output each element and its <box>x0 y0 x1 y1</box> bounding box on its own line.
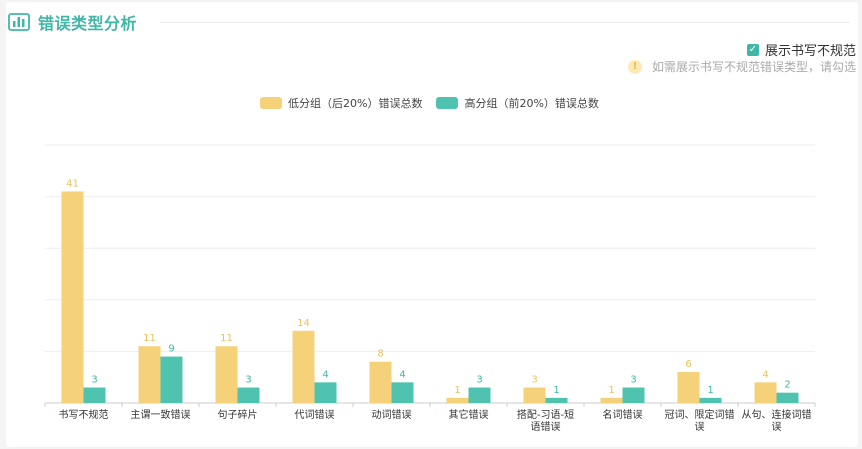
x-tick-label: 书写不规范 <box>59 408 109 421</box>
bar-low-group[interactable] <box>754 382 777 403</box>
data-label: 1 <box>553 385 559 396</box>
bar-low-group[interactable] <box>138 346 161 403</box>
data-label: 3 <box>476 375 482 386</box>
x-tick-label: 其它错误 <box>449 408 489 421</box>
x-tick-label: 代词错误 <box>295 408 335 421</box>
toggle-label: 展示书写不规范 <box>764 44 856 59</box>
data-label: 4 <box>399 369 405 380</box>
bar-low-group[interactable] <box>215 346 238 403</box>
x-tick-label: 动词错误 <box>372 408 412 421</box>
data-label: 4 <box>762 369 768 380</box>
data-label: 1 <box>707 385 713 396</box>
bar-low-group[interactable] <box>61 191 84 403</box>
bar-low-group[interactable] <box>600 397 623 403</box>
x-tick-label: 误 <box>695 421 705 433</box>
checkbox-checked-icon[interactable]: ✓ <box>746 43 759 56</box>
legend-swatch-high <box>436 97 459 109</box>
hint-row: ! 如需展示书写不规范错误类型，请勾选 <box>627 58 856 75</box>
chart-legend: 低分组（后20%）错误总数 高分组（前20%）错误总数 <box>260 95 613 111</box>
bar-high-group[interactable] <box>391 382 414 403</box>
bar-low-group[interactable] <box>523 387 546 403</box>
legend-swatch-low <box>260 97 282 109</box>
x-tick-label: 搭配-习语-短 <box>517 408 574 421</box>
legend-item-high[interactable]: 高分组（前20%）错误总数 <box>436 95 599 111</box>
data-label: 11 <box>220 333 233 344</box>
section-header: 错误类型分析 <box>8 10 137 34</box>
x-tick-label: 句子碎片 <box>218 408 258 421</box>
bar-high-group[interactable] <box>237 387 260 403</box>
x-tick-label: 误 <box>772 421 782 433</box>
data-label: 3 <box>531 375 537 386</box>
bar-high-group[interactable] <box>314 382 337 403</box>
bar-low-group[interactable] <box>446 397 469 403</box>
data-label: 3 <box>245 375 251 386</box>
data-label: 1 <box>608 385 614 396</box>
bar-high-group[interactable] <box>699 397 722 403</box>
page-title: 错误类型分析 <box>38 14 138 33</box>
bar-high-group[interactable] <box>468 387 491 403</box>
data-label: 14 <box>297 318 310 329</box>
legend-label-low: 低分组（后20%）错误总数 <box>288 97 423 110</box>
x-tick-label: 名词错误 <box>603 408 643 421</box>
legend-label-high: 高分组（前20%）错误总数 <box>464 97 599 110</box>
x-tick-label: 从句、连接词错 <box>742 408 812 421</box>
x-tick-label: 主谓一致错误 <box>131 408 191 421</box>
chart-logo-icon <box>8 13 30 31</box>
bar-high-group[interactable] <box>160 356 183 403</box>
data-label: 8 <box>377 349 383 360</box>
bar-high-group[interactable] <box>83 387 106 403</box>
bar-low-group[interactable] <box>292 330 315 403</box>
data-label: 3 <box>91 375 97 386</box>
bar-high-group[interactable] <box>545 397 568 403</box>
hint-text: 如需展示书写不规范错误类型，请勾选 <box>651 60 856 74</box>
data-label: 6 <box>685 359 691 370</box>
show-irregular-writing-toggle[interactable]: ✓ 展示书写不规范 <box>746 40 856 59</box>
x-tick-label: 冠词、限定词错 <box>665 408 735 421</box>
data-label: 9 <box>168 344 174 355</box>
bar-low-group[interactable] <box>369 361 392 403</box>
data-label: 4 <box>322 369 328 380</box>
bar-low-group[interactable] <box>677 372 700 403</box>
legend-item-low[interactable]: 低分组（后20%）错误总数 <box>260 95 422 111</box>
bar-high-group[interactable] <box>776 392 799 403</box>
data-label: 41 <box>66 178 79 189</box>
bar-high-group[interactable] <box>622 387 645 403</box>
data-label: 1 <box>454 385 460 396</box>
data-label: 2 <box>784 380 790 391</box>
data-label: 11 <box>143 333 156 344</box>
info-icon: ! <box>627 59 642 74</box>
x-tick-label: 语错误 <box>531 420 561 433</box>
data-label: 3 <box>630 375 636 386</box>
header-divider <box>160 22 850 23</box>
